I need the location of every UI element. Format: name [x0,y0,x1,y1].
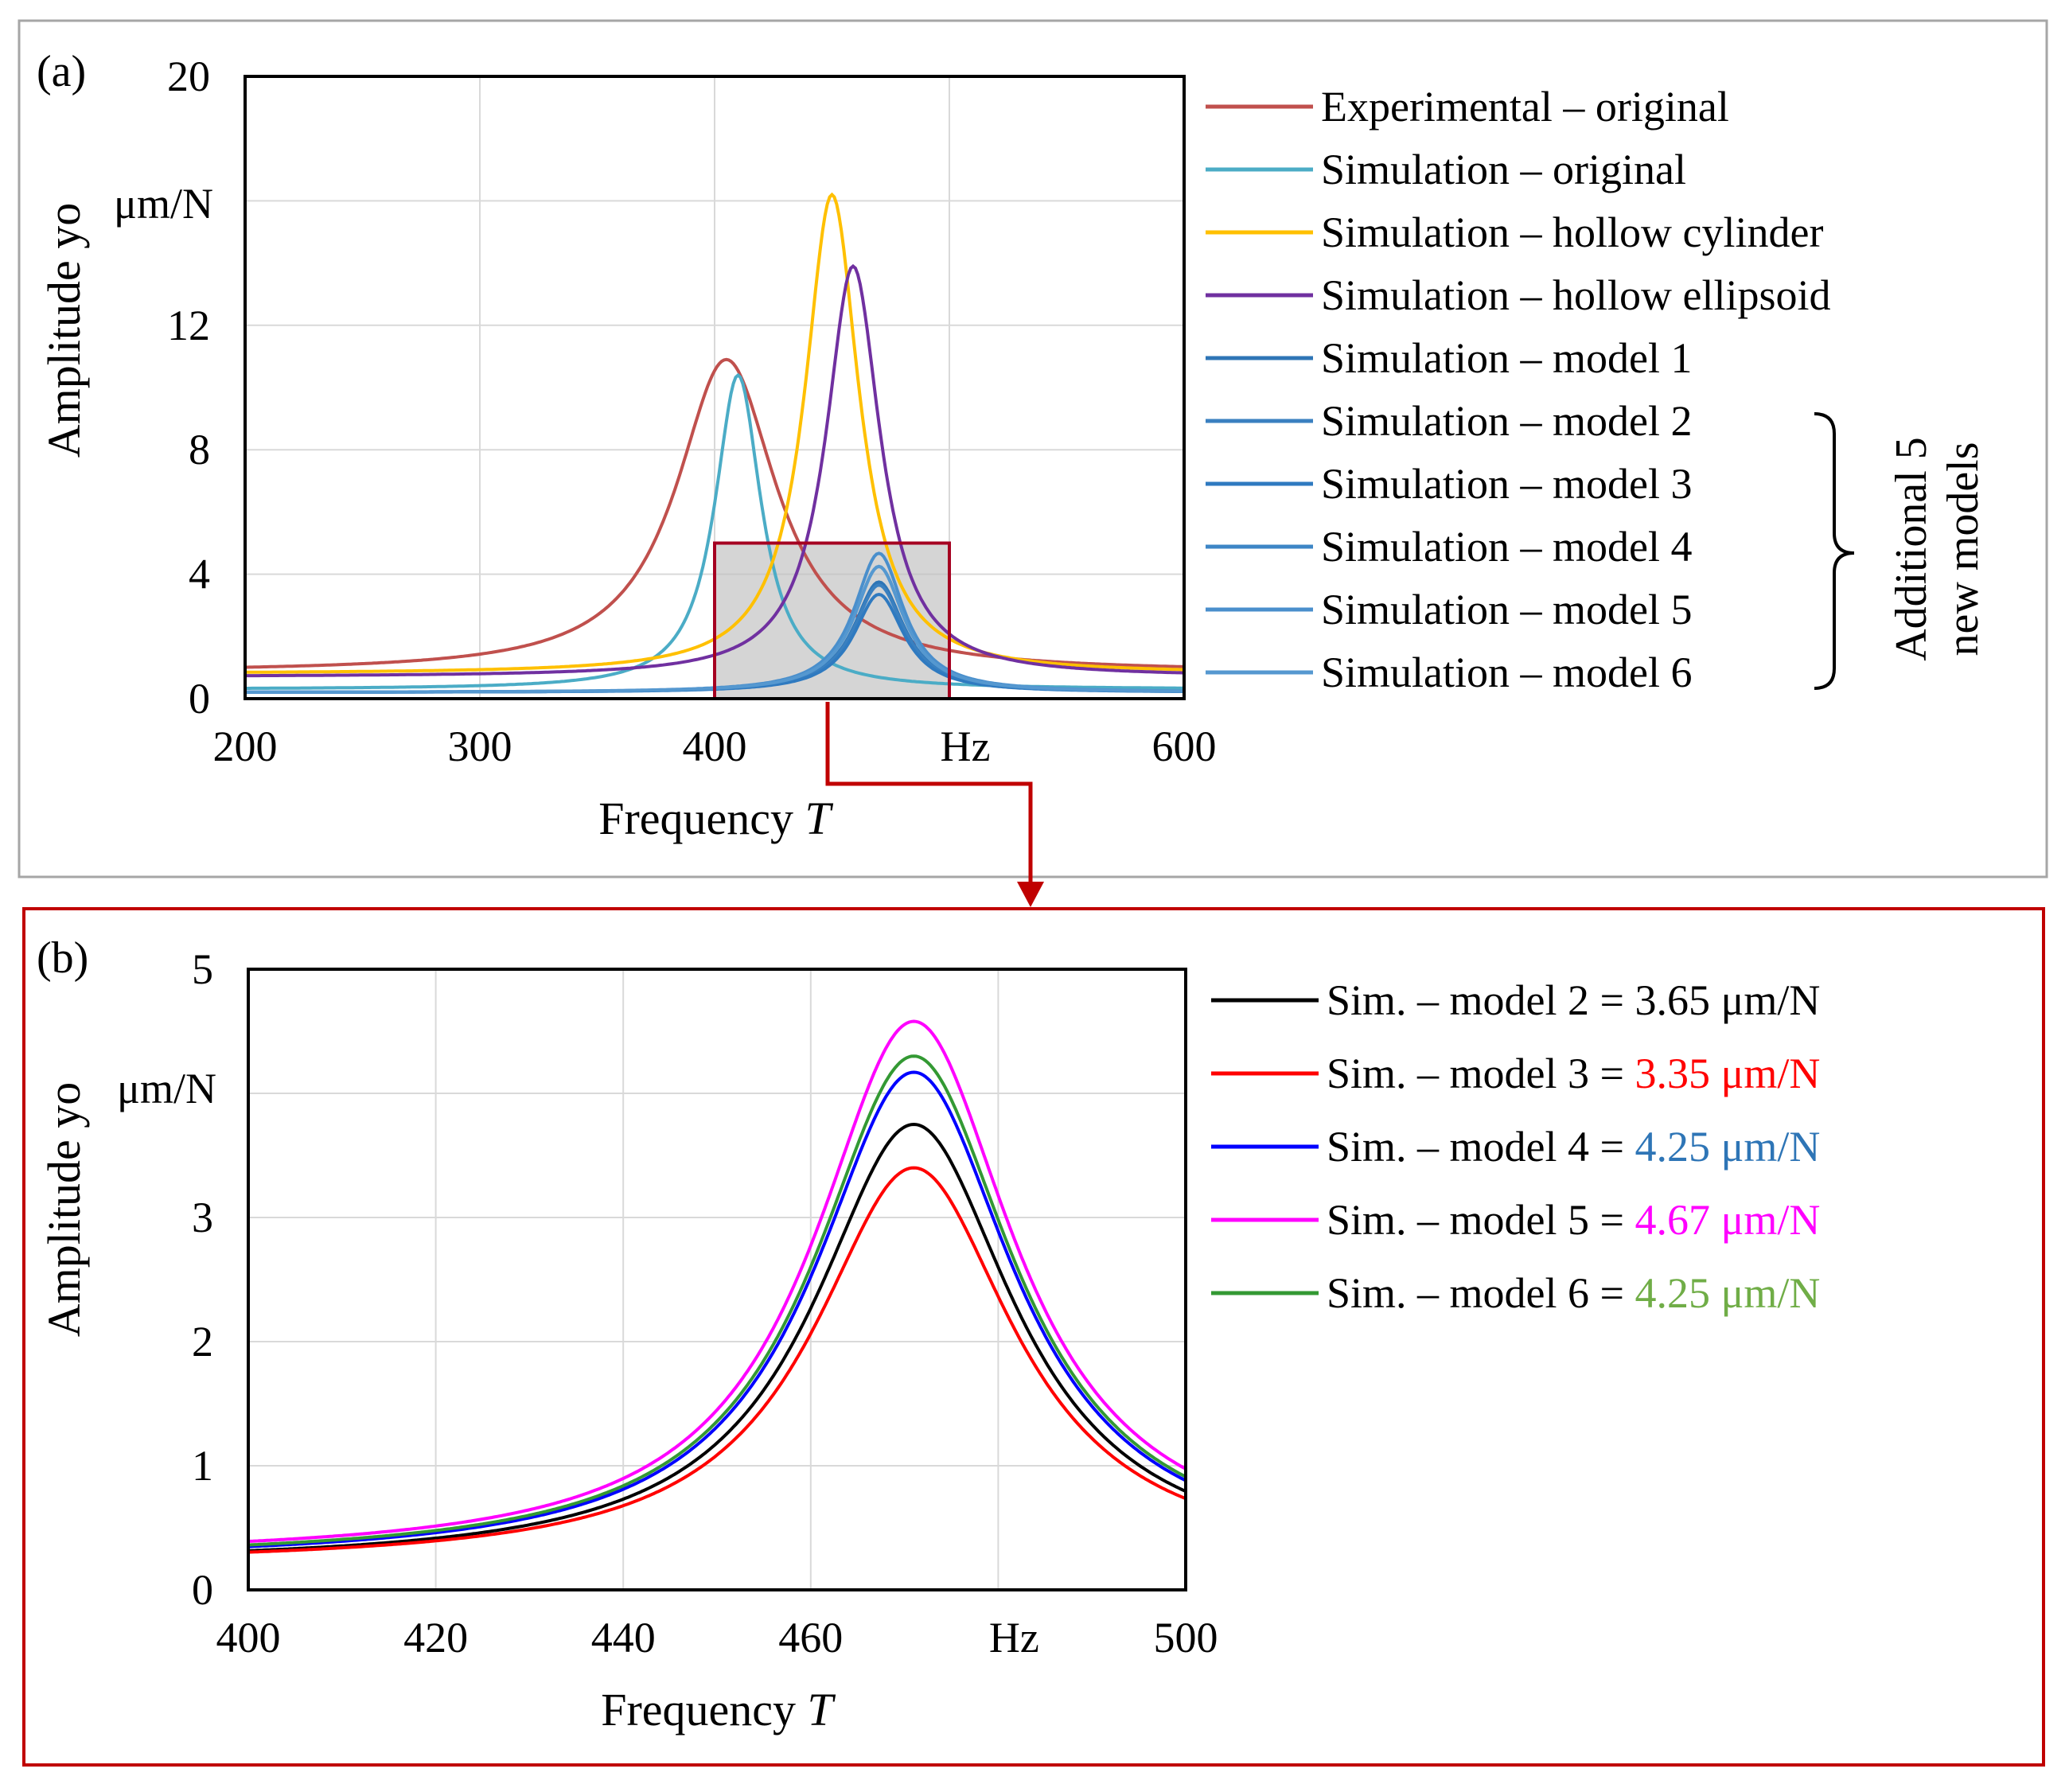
x-axis-label-variable: T [805,793,834,844]
legend-entry: Simulation – model 1 [1321,334,1693,382]
legend-entry-name: Simulation – hollow ellipsoid [1321,271,1831,319]
legend-entry-value: 3.35 μm/N [1635,1050,1820,1097]
y-unit-label: μm/N [114,180,213,228]
y-tick-label: 20 [167,53,210,100]
legend-entry-name: Sim. – model 3 = [1327,1050,1635,1097]
y-axis-label: Amplitude yo [38,1082,90,1338]
brace-label-line-2: new models [1938,442,1988,656]
y-tick-label: 0 [189,675,210,723]
x-axis-label-variable: T [808,1684,836,1736]
legend-entry-name: Experimental – original [1321,83,1729,131]
chart-a: 0 4 8 12 20 200 300 400 600 Hz μm/N Frequency T Ampl… [38,53,1988,844]
series-line-2 [247,1166,1186,1554]
legend-entry: Sim. – model 2 = 3.65 μm/N [1327,976,1820,1024]
legend-entry: Sim. – model 3 = 3.35 μm/N [1327,1050,1820,1097]
x-tick-label: 420 [403,1614,468,1661]
legend-entry-value: 3.65 μm/N [1635,976,1820,1024]
legend-entry: Simulation – model 5 [1321,586,1693,633]
y-tick-label: 12 [167,302,210,349]
legend-entry: Simulation – model 6 [1321,649,1693,696]
legend-entry-name: Sim. – model 4 = [1327,1123,1635,1171]
legend-entry: Simulation – hollow cylinder [1321,208,1823,256]
legend-entry-name: Simulation – model 5 [1321,586,1693,633]
x-axis-label: Frequency T [598,793,833,844]
legend-entry: Simulation – original [1321,146,1686,193]
x-unit-label: Hz [941,723,991,770]
legend-entry-value: 4.25 μm/N [1635,1123,1820,1171]
plot-border [244,75,1186,700]
panel-a-label: (a) [37,47,86,96]
series-line-4 [247,1019,1187,1544]
chart-b: 0 1 2 3 5 400 420 440 460 500 Hz μm/N Frequency T Amp… [38,945,1820,1736]
y-tick-label: 8 [189,426,210,473]
plot-area [248,969,1186,1590]
legend-entry-name: Simulation – model 4 [1321,523,1693,571]
brace-label-line-1: Additional 5 [1887,437,1936,661]
x-unit-label: Hz [989,1614,1039,1661]
legend-entry-name: Sim. – model 2 = [1327,976,1635,1024]
y-tick-label: 3 [192,1194,213,1241]
legend-entry-name: Simulation – hollow cylinder [1321,208,1823,256]
zoom-region-fill [715,543,949,699]
x-tick-label: 200 [213,723,278,770]
y-tick-label: 0 [192,1566,213,1614]
legend-entry: Simulation – model 2 [1321,397,1693,445]
legend-entry-name: Simulation – original [1321,146,1686,193]
zoom-connector-line [825,702,1033,885]
x-tick-label: 500 [1154,1614,1218,1661]
x-axis-label-text: Frequency [598,793,793,844]
legend-entry-name: Simulation – model 2 [1321,397,1693,445]
legend-entry: Simulation – hollow ellipsoid [1321,271,1831,319]
legend-entry: Simulation – model 4 [1321,523,1693,571]
series-line-1 [247,1122,1186,1552]
y-tick-label: 1 [192,1442,213,1490]
legend-entry-name: Simulation – model 3 [1321,460,1693,508]
x-axis-label-text: Frequency [601,1684,796,1736]
plot-border [247,968,1187,1591]
legend-entry-value: 4.25 μm/N [1635,1269,1820,1317]
y-tick-label: 5 [192,945,213,993]
x-tick-label: 300 [448,723,512,770]
series-line-3 [247,1070,1186,1549]
legend-entry-name: Sim. – model 5 = [1327,1196,1635,1244]
x-tick-label: 400 [216,1614,281,1661]
panel-b-label: (b) [37,933,88,983]
y-tick-label: 4 [189,551,210,598]
x-tick-label: 400 [683,723,747,770]
legend-entry: Simulation – model 3 [1321,460,1693,508]
y-axis-label: Amplitude yo [38,203,90,458]
x-axis-label: Frequency T [601,1684,836,1736]
series-line-5 [247,1054,1186,1547]
brace-icon [1814,412,1855,690]
legend-entry: Sim. – model 6 = 4.25 μm/N [1327,1269,1820,1317]
x-tick-label: 600 [1152,723,1217,770]
legend-entry: Sim. – model 5 = 4.67 μm/N [1327,1196,1820,1244]
x-tick-label: 440 [591,1614,656,1661]
y-unit-label: μm/N [117,1065,216,1112]
legend-entry: Experimental – original [1321,83,1729,131]
legend-entry-name: Sim. – model 6 = [1327,1269,1635,1317]
legend-entry-value: 4.67 μm/N [1635,1196,1820,1244]
legend-entry: Sim. – model 4 = 4.25 μm/N [1327,1123,1820,1171]
x-tick-label: 460 [778,1614,843,1661]
legend-entry-name: Simulation – model 6 [1321,649,1693,696]
y-tick-label: 2 [192,1318,213,1365]
zoom-connector-arrowhead [1017,882,1044,907]
legend-entry-name: Simulation – model 1 [1321,334,1693,382]
